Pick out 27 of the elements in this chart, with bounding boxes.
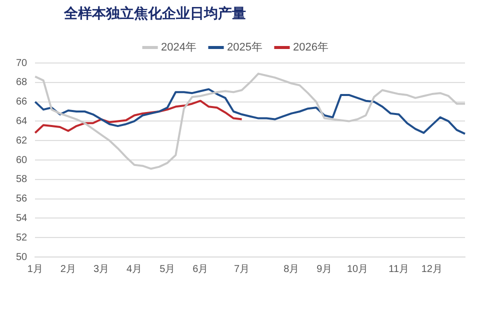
- x-tick-label: 8月: [284, 264, 300, 275]
- y-tick-label: 56: [16, 194, 28, 205]
- legend-label: 2024年: [161, 42, 197, 54]
- x-tick-label: 2月: [60, 264, 76, 275]
- x-tick-label: 10月: [346, 264, 368, 275]
- y-tick-label: 66: [16, 96, 28, 108]
- y-tick-label: 58: [16, 174, 28, 186]
- x-tick-label: 4月: [126, 264, 142, 275]
- y-tick-label: 50: [16, 252, 28, 263]
- y-tick-label: 52: [16, 232, 28, 244]
- y-tick-label: 70: [16, 58, 28, 69]
- y-tick-label: 54: [16, 212, 28, 224]
- x-tick-label: 12月: [421, 264, 442, 275]
- x-tick-label: 5月: [160, 264, 176, 275]
- legend-label: 2026年: [292, 42, 328, 54]
- x-tick-label: 1月: [27, 264, 43, 275]
- y-tick-label: 62: [16, 135, 28, 146]
- x-tick-label: 6月: [192, 264, 208, 275]
- legend-label: 2025年: [227, 42, 262, 54]
- x-tick-label: 11月: [388, 264, 410, 275]
- y-tick-label: 64: [16, 116, 28, 127]
- x-tick-label: 7月: [234, 264, 250, 275]
- x-tick-label: 3月: [93, 264, 110, 275]
- x-tick-label: 9月: [316, 264, 332, 275]
- y-tick-label: 68: [16, 77, 28, 88]
- chart-title: 全样本独立焦化企业日均产量: [64, 5, 246, 23]
- y-tick-label: 60: [16, 154, 28, 166]
